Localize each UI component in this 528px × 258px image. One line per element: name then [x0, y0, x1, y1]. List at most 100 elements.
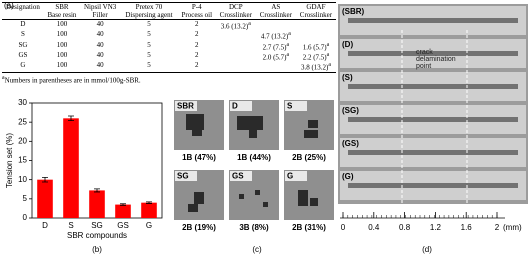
tile-feature [192, 128, 202, 136]
error-bar [146, 201, 152, 204]
header-cell: DCP [215, 2, 256, 11]
tile-caption: 3B (8%) [239, 223, 269, 232]
cell-text: 40 [96, 50, 104, 59]
y-tick-label: 30 [18, 98, 27, 107]
table-cell: D [2, 20, 44, 31]
table-cell [296, 20, 336, 31]
y-tick-label: 5 [23, 194, 28, 203]
table-row: D 100 40 5 2 3.6 (13.2)a [2, 20, 336, 31]
bar [141, 202, 157, 218]
header-cell: Nipsil VN3 [80, 2, 121, 11]
table-note: aNumbers in parentheses are in mmol/100g… [2, 75, 336, 84]
table-cell: 5 [120, 51, 178, 61]
subheader-cell: Process oil [177, 11, 216, 20]
subheader-text: Crosslinker [299, 11, 333, 19]
table-cell [216, 41, 256, 51]
tile-name: SG [177, 172, 189, 181]
tile-feature [304, 130, 318, 138]
annotation: crack delamination point [416, 49, 456, 70]
tile-feature [308, 120, 318, 128]
x-tick-label: GS [117, 221, 129, 230]
tile-name: GS [232, 172, 244, 181]
note-mark: a [286, 41, 290, 48]
bar [37, 179, 53, 218]
table-cell: 2 [178, 41, 216, 51]
error-bar [68, 115, 74, 122]
subheader-text: Process oil [181, 11, 213, 19]
cell-text: 40 [96, 61, 104, 70]
table-cell [256, 20, 296, 31]
scale-tick-label: 1.6 [461, 223, 473, 232]
table-cell [216, 30, 256, 40]
subheader-cell: Filler [80, 11, 121, 20]
photo-background [338, 4, 528, 204]
table-cell: 3.8 (13.2)a [295, 61, 336, 73]
header-cell: SBR [43, 2, 81, 11]
table-cell: 2.2 (7.5)a [296, 51, 336, 61]
y-tick-label: 10 [18, 175, 27, 184]
scale-unit: (mm) [503, 223, 522, 232]
cell-text: 4.7 (13.2) [260, 32, 289, 41]
tile-label-box [175, 101, 197, 111]
error-bar [42, 176, 48, 183]
table-cell: 100 [44, 51, 80, 61]
strip-name: (SG) [342, 106, 359, 115]
cell-text: 2.2 (7.5) [302, 53, 327, 62]
strip-name: (GS) [342, 139, 359, 148]
subheader-row: Base resin Filler Dispersing agent Process … [2, 11, 336, 20]
table-cell: 100 [44, 20, 80, 31]
panel-label: (c) [252, 245, 262, 254]
table-cell: 100 [44, 41, 80, 51]
tile-feature [255, 190, 260, 195]
table-cell: 2 [178, 30, 216, 40]
tile-label-box [175, 171, 197, 181]
tile-feature [249, 128, 257, 138]
cell-text: 40 [96, 20, 104, 28]
strip-name: (D) [342, 40, 353, 49]
subheader-cell: Crosslinker [215, 11, 256, 20]
scale-tick-label: 2 [495, 223, 500, 232]
header-row: Designation SBR Nipsil VN3 Pretex 70 P-4 DCP A… [2, 2, 336, 11]
y-axis-label: Tension set (%) [5, 133, 14, 188]
cell-text: S [20, 30, 25, 39]
tile-caption: 1B (44%) [237, 153, 271, 162]
tile-label-box [230, 171, 252, 181]
bar [89, 190, 105, 218]
tile-feature [310, 198, 318, 206]
scale-tick-label: 0.8 [399, 223, 411, 232]
table-cell: G [2, 61, 44, 73]
header-cell: Pretex 70 [120, 2, 178, 11]
table-row: GS 100 40 5 2 2.0 (5.7)a 2.2 (7.5)a [2, 51, 336, 61]
scale-tick-label: 1.2 [430, 223, 442, 232]
table-cell [296, 30, 336, 40]
x-tick-label: S [68, 221, 73, 230]
y-tick-label: 20 [18, 136, 27, 145]
table-cell: 2.0 (5.7)a [256, 51, 296, 61]
table-cell: 5 [120, 30, 178, 40]
table-cell: GS [2, 51, 44, 61]
note-text: Numbers in parentheses are in mmol/100g-… [4, 75, 141, 84]
tile-feature [298, 190, 308, 206]
strip-crack [348, 84, 518, 89]
table-row: S 100 40 5 2 4.7 (13.2)a [2, 30, 336, 40]
table-cell: S [2, 30, 44, 40]
y-tick-label: 15 [18, 156, 27, 165]
subheader-cell: Base resin [43, 11, 81, 20]
panel-label: (b) [92, 245, 102, 254]
tile-name: S [287, 102, 293, 111]
strip-name: (SBR) [342, 7, 365, 16]
table-row: G 100 40 5 2 3.8 (13.2)a [2, 61, 336, 73]
cell-text: GS [18, 50, 28, 59]
cell-text: 5 [147, 61, 151, 70]
table-cell: 2.7 (7.5)a [256, 41, 296, 51]
cell-text: 5 [147, 30, 151, 39]
table-cell: 5 [120, 41, 178, 51]
note-mark: a [288, 31, 291, 38]
table-cell: 1.6 (5.7)a [296, 41, 336, 51]
subheader-text: Crosslinker [219, 11, 252, 19]
cell-text: 2 [195, 61, 199, 70]
table-cell: 40 [80, 61, 121, 73]
table-cell [255, 61, 296, 73]
table-panel: Designation SBR Nipsil VN3 Pretex 70 P-4 DCP A… [2, 2, 336, 84]
